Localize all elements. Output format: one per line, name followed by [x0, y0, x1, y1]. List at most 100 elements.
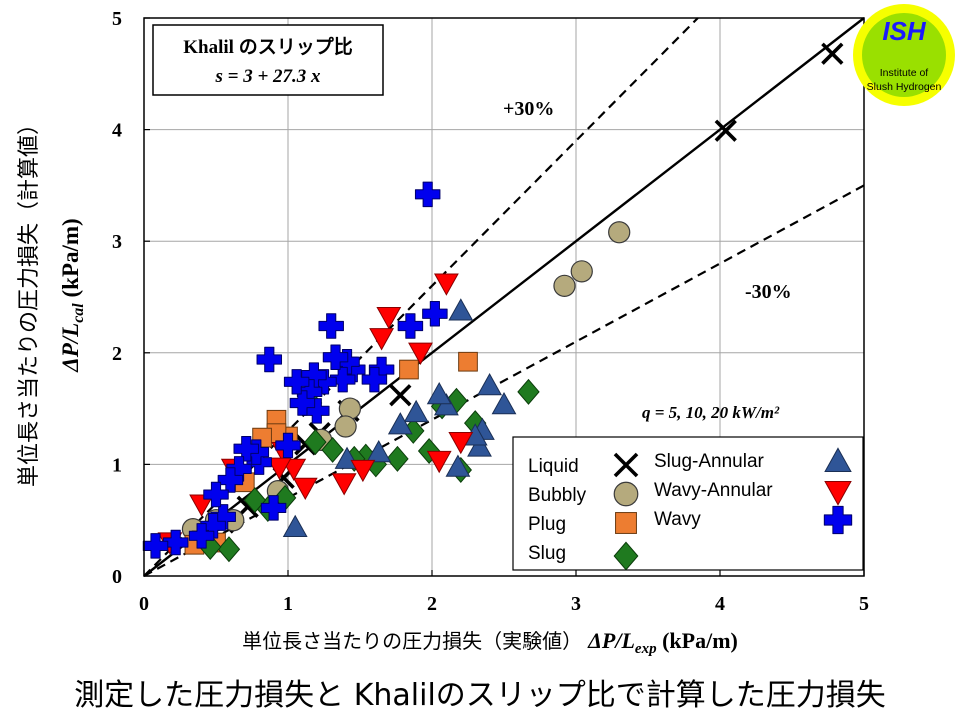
x-axis-label-text: 単位長さ当たりの圧力損失（実験値）: [242, 629, 582, 653]
point-wavy: [233, 436, 259, 462]
point-slug: [243, 487, 267, 514]
point-plug: [458, 351, 478, 372]
point-wavy: [256, 346, 283, 373]
x-tick-label: 0: [139, 593, 149, 615]
point-wavy-annular: [292, 477, 318, 500]
point-slug: [321, 436, 344, 463]
point-bubbly: [608, 221, 631, 244]
x-tick-label: 5: [859, 593, 869, 615]
point-wavy-annular: [448, 431, 474, 455]
point-slug-annular: [445, 454, 471, 477]
y-axis-subscript: cal: [70, 303, 87, 323]
point-wavy-annular: [369, 328, 395, 351]
y-tick-label: 0: [112, 566, 122, 588]
y-tick-label: 3: [112, 231, 122, 253]
point-wavy: [361, 366, 388, 393]
y-axis-unit: (kPa/m): [58, 218, 83, 303]
point-slug-annular: [491, 391, 517, 415]
data-points: [142, 42, 844, 563]
point-liquid: [714, 119, 737, 142]
point-bubbly: [553, 274, 576, 297]
point-slug: [304, 429, 327, 456]
legend-marker-liquid: [613, 452, 639, 478]
point-wavy: [226, 456, 252, 482]
x-tick-label: 1: [283, 593, 293, 615]
y-tick-label: 5: [112, 8, 122, 30]
point-wavy: [414, 181, 441, 208]
point-wavy: [260, 495, 287, 521]
legend-marker-slug: [613, 541, 639, 571]
legend-label-plug: Plug: [528, 514, 566, 535]
y-tick-label: 2: [112, 343, 122, 365]
series-wavy: [142, 181, 448, 559]
point-liquid: [389, 384, 412, 407]
point-bubbly: [570, 260, 593, 283]
logo-line2: Slush Hydrogen: [867, 81, 942, 93]
point-wavy: [329, 366, 356, 393]
legend-marker-plug: [615, 512, 637, 534]
legend-label-slug: Slug: [528, 543, 566, 564]
point-slug-annular: [282, 514, 308, 538]
legend-marker-slug-annular: [824, 447, 852, 472]
model-box-title: Khalil のスリップ比: [183, 35, 352, 58]
axis-ticks: 0 1 2 3 4 5 0 1 2 3 4 5: [112, 8, 869, 615]
slide-caption: 測定した圧力損失と Khalilのスリップ比で計算した圧力損失: [74, 678, 886, 713]
minus30-label: -30%: [745, 281, 792, 303]
y-axis-label-jp: 単位長さ当たりの圧力損失（計算値）: [17, 113, 42, 487]
x-axis-label-unit: (kPa/m): [657, 628, 738, 653]
plus30-label: +30%: [503, 98, 554, 120]
legend-marker-wavy: [823, 505, 853, 535]
point-slug-annular: [387, 412, 413, 435]
point-wavy: [397, 313, 424, 339]
legend-marker-wavy-annular: [824, 481, 852, 506]
point-slug: [217, 536, 241, 563]
x-tick-label: 2: [427, 593, 437, 615]
y-tick-label: 1: [112, 454, 122, 476]
ish-logo: ISH Institute of Slush Hydrogen: [853, 4, 955, 106]
logo-mark: ISH: [882, 16, 927, 46]
point-slug-annular: [426, 381, 452, 405]
y-axis-label-symbol: ΔP/Lcal (kPa/m): [58, 218, 87, 372]
point-wavy-annular: [331, 473, 357, 496]
point-wavy: [210, 504, 236, 530]
legend-label-slug-annular: Slug-Annular: [654, 451, 765, 472]
model-box: Khalil のスリップ比 s = 3 + 27.3 x: [152, 24, 384, 96]
point-wavy: [322, 344, 349, 371]
point-wavy-annular: [376, 306, 402, 330]
x-axis-label-subscript: exp: [635, 641, 657, 657]
point-bubbly: [334, 415, 357, 438]
y-tick-label: 4: [112, 120, 122, 142]
point-wavy: [422, 301, 448, 327]
logo-inner-disc: [862, 13, 946, 97]
point-wavy-annular: [189, 494, 215, 517]
point-slug: [517, 378, 540, 405]
legend-label-wavy: Wavy: [654, 509, 701, 530]
point-wavy: [203, 481, 229, 508]
heat-flux-label: q = 5, 10, 20 kW/m²: [642, 403, 780, 422]
point-wavy: [162, 529, 189, 556]
y-axis-label-jp-group: 単位長さ当たりの圧力損失（計算値）: [17, 113, 42, 487]
point-wavy-annular: [408, 342, 433, 365]
x-axis-label: 単位長さ当たりの圧力損失（実験値） ΔP/Lexp (kPa/m): [242, 628, 738, 657]
point-slug-annular: [467, 434, 492, 457]
legend-marker-bubbly: [613, 481, 639, 507]
point-wavy: [200, 513, 226, 539]
x-axis-label-symbol: ΔP/L: [587, 628, 635, 653]
point-slug-annular: [403, 399, 429, 423]
point-wavy: [318, 313, 344, 339]
point-wavy-annular: [426, 450, 452, 474]
reference-line-1to1: [143, 17, 865, 577]
y-axis-label-symbol-group: ΔP/Lcal (kPa/m): [58, 218, 87, 372]
x-tick-label: 4: [715, 593, 725, 615]
legend-label-wavy-annular: Wavy-Annular: [654, 480, 773, 501]
point-slug: [386, 445, 409, 472]
point-plug: [399, 359, 419, 380]
reference-line-dashed: [143, 17, 699, 577]
point-wavy-annular: [350, 459, 376, 483]
logo-line1: Institute of: [880, 67, 929, 79]
point-liquid: [821, 42, 844, 65]
point-wavy: [289, 390, 316, 416]
point-wavy-annular: [266, 457, 292, 480]
y-axis-symbol: ΔP/L: [58, 323, 83, 373]
